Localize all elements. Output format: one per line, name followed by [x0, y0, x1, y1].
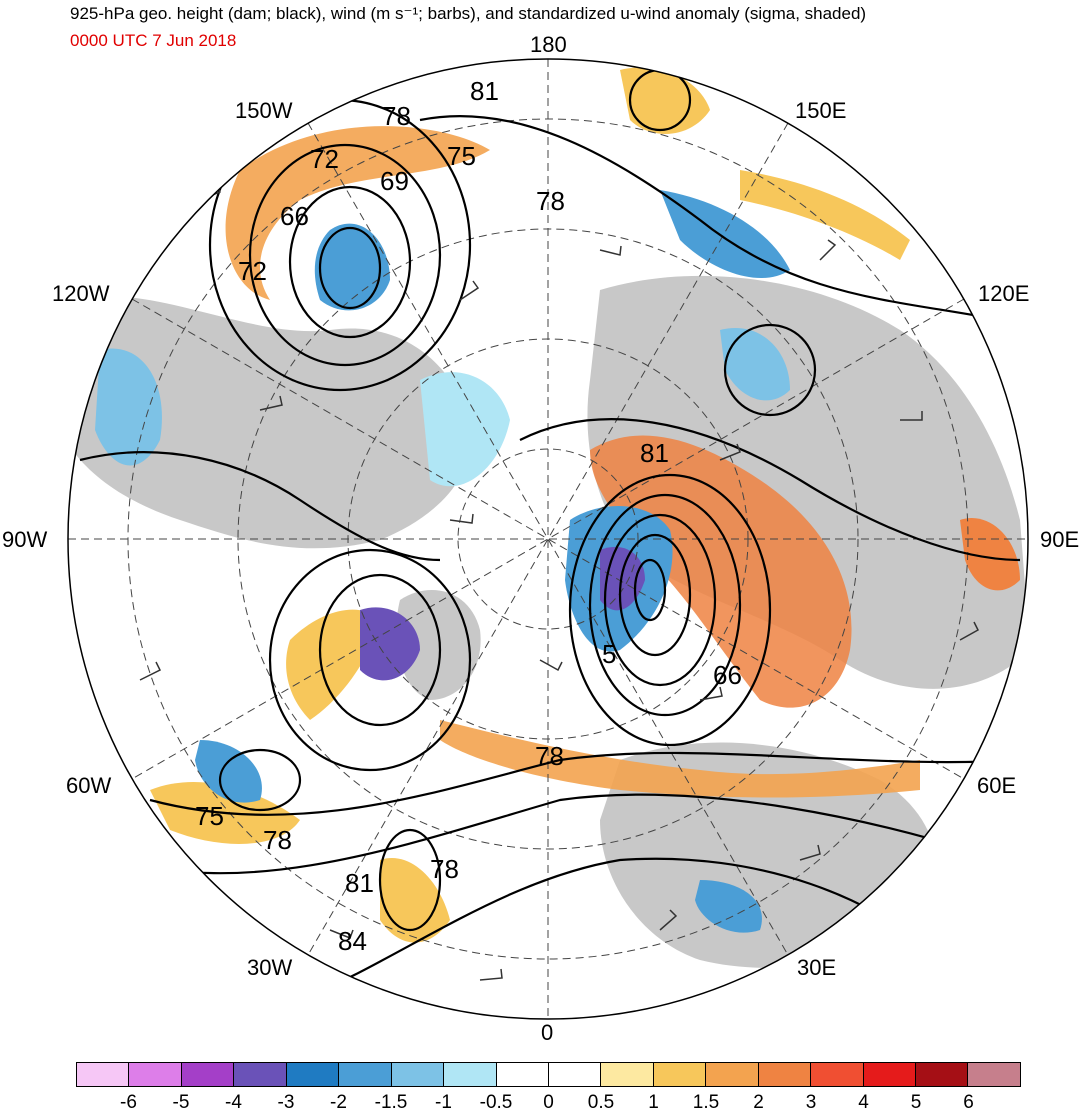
colorbar-tick-label: -5 [172, 1092, 190, 1113]
lon-label-30w: 30W [247, 955, 293, 980]
colorbar-swatch [391, 1063, 445, 1086]
lon-label-120w: 120W [52, 281, 110, 306]
colorbar [76, 1062, 1021, 1087]
contour-label: 66 [280, 201, 309, 231]
colorbar-swatch [234, 1063, 287, 1086]
colorbar-tick-label: -4 [225, 1092, 242, 1113]
contour-label: 84 [338, 926, 367, 956]
polar-map: 81 78 75 72 69 66 72 78 81 5 66 78 75 78… [67, 58, 1029, 1020]
contour-label: 75 [447, 141, 476, 171]
colorbar-tick-label: 0.5 [587, 1092, 615, 1113]
colorbar-tick-label: 2 [753, 1092, 764, 1113]
lon-label-90e: 90E [1040, 527, 1080, 552]
colorbar-swatch [916, 1063, 969, 1086]
contour-label: 78 [536, 186, 565, 216]
map-boundary [67, 58, 1029, 1020]
wind-barbs [139, 183, 979, 981]
colorbar-swatch [339, 1063, 392, 1086]
contour-label: 66 [713, 660, 742, 690]
positive-anomaly-shading [150, 67, 1020, 943]
contour-label: 78 [430, 854, 459, 884]
lon-label-60w: 60W [66, 773, 112, 798]
colorbar-tick-label: -2 [330, 1092, 347, 1113]
contour-label: 72 [238, 256, 267, 286]
lon-label-30e: 30E [797, 955, 837, 980]
colorbar-swatch [653, 1063, 707, 1086]
lon-label-120e: 120E [978, 281, 1030, 306]
contour-label: 81 [470, 76, 499, 106]
contour-label: 78 [263, 825, 292, 855]
colorbar-tick-label: 1 [648, 1092, 659, 1113]
lon-label-90w: 90W [2, 527, 48, 552]
colorbar-tick-label: 5 [910, 1092, 922, 1113]
colorbar-swatch [496, 1063, 549, 1086]
colorbar-tick-label: 1.5 [692, 1092, 720, 1113]
colorbar-tick-label: 0 [543, 1092, 554, 1113]
colorbar-tick-label: -1.5 [374, 1092, 408, 1113]
colorbar-tick-label: -0.5 [479, 1092, 513, 1113]
graticule [68, 59, 1028, 1019]
contour-label: 81 [640, 438, 669, 468]
colorbar-swatch [863, 1063, 916, 1086]
colorbar-swatch [758, 1063, 812, 1086]
colorbar-tick-label: -1 [435, 1092, 452, 1113]
colorbar-swatch [181, 1063, 235, 1086]
height-contours [79, 68, 1021, 1002]
contour-label: 81 [345, 868, 374, 898]
colorbar-tick-label: 4 [858, 1092, 869, 1113]
colorbar-tick-label: -3 [277, 1092, 295, 1113]
colorbar-swatch [444, 1063, 497, 1086]
lon-label-150w: 150W [235, 98, 293, 123]
colorbar-swatch [706, 1063, 759, 1086]
colorbar-swatch [811, 1063, 864, 1086]
lon-label-60e: 60E [977, 773, 1017, 798]
lon-label-180: 180 [530, 32, 567, 57]
contour-labels: 81 78 75 72 69 66 72 78 81 5 66 78 75 78… [195, 76, 742, 956]
colorbar-swatch [129, 1063, 182, 1086]
contour-label: 75 [195, 801, 224, 831]
colorbar-swatch [968, 1063, 1020, 1086]
colorbar-swatch [286, 1063, 340, 1086]
colorbar-swatch [548, 1063, 602, 1086]
contour-label: 78 [382, 101, 411, 131]
contour-label: 78 [535, 741, 564, 771]
contour-label: 72 [310, 144, 339, 174]
colorbar-tick-label: 6 [963, 1092, 974, 1113]
colorbar-tick-label: 3 [805, 1092, 817, 1113]
map-subtitle: 0000 UTC 7 Jun 2018 [70, 31, 237, 50]
colorbar-tick-label: -6 [120, 1092, 137, 1113]
contour-label: 69 [380, 166, 409, 196]
contour-label: 5 [602, 639, 616, 669]
lon-label-150e: 150E [795, 98, 847, 123]
lon-label-0: 0 [541, 1020, 554, 1045]
colorbar-swatch [77, 1063, 130, 1086]
colorbar-swatch [601, 1063, 654, 1086]
map-title: 925-hPa geo. height (dam; black), wind (… [70, 4, 867, 23]
